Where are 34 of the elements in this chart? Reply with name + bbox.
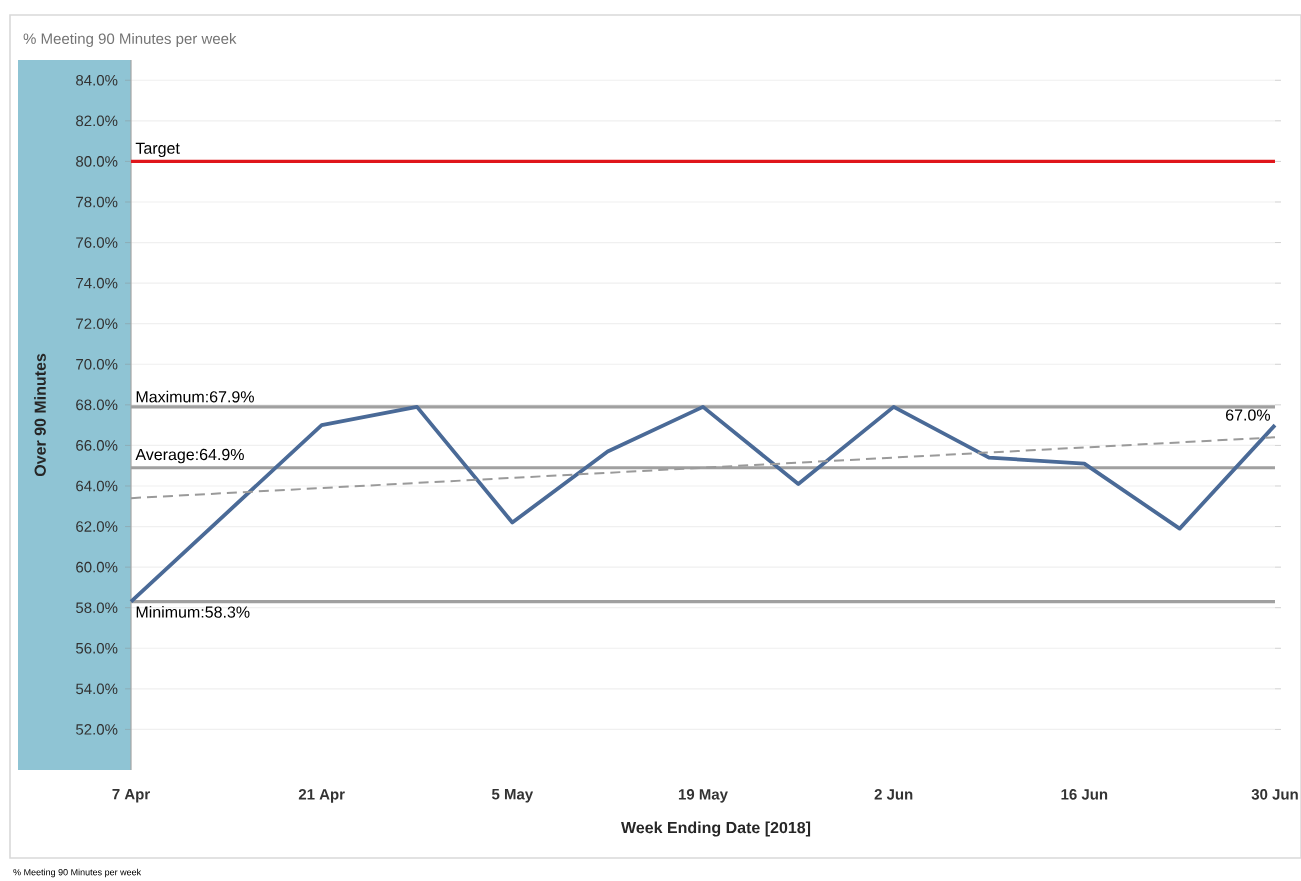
line-series: [129, 404, 1277, 604]
ref-line-label: Minimum:58.3%: [136, 606, 250, 618]
chart-title: % Meeting 90 Minutes per week: [23, 33, 237, 47]
ref-line-label: Maximum:67.9%: [136, 390, 254, 403]
y-tick-label: 56.0%: [76, 642, 118, 654]
y-tick-label: 72.0%: [76, 318, 118, 330]
data-label: 67.0%: [1226, 409, 1270, 421]
y-tick-label: 78.0%: [76, 196, 118, 208]
y-tick-label: 62.0%: [76, 521, 118, 532]
y-tick-label: 84.0%: [76, 74, 118, 86]
x-axis-title: Week Ending Date [2018]: [621, 821, 811, 837]
ref-line-label: Target: [135, 142, 180, 158]
y-tick-label: 82.0%: [76, 115, 118, 127]
ref-line-label: Average:64.9%: [135, 448, 244, 464]
y-tick-label: 64.0%: [76, 480, 118, 492]
x-tick-label: 2 Jun: [874, 789, 913, 800]
x-tick-label: 16 Jun: [1061, 789, 1108, 800]
y-tick-label: 58.0%: [76, 602, 118, 614]
y-tick-label: 54.0%: [76, 683, 118, 695]
x-tick-label: 7 Apr: [112, 789, 150, 803]
x-tick-label: 5 May: [491, 789, 534, 803]
y-tick-label: 60.0%: [76, 561, 118, 573]
y-tick-label: 76.0%: [76, 237, 118, 248]
y-tick-label: 68.0%: [76, 399, 118, 411]
y-tick-label: 74.0%: [76, 277, 118, 289]
y-tick-label: 66.0%: [76, 440, 118, 451]
y-tick-label: 52.0%: [76, 724, 118, 735]
y-tick-label: 70.0%: [76, 358, 118, 370]
y-tick-label: 80.0%: [76, 156, 118, 167]
y-axis-title: Over 90 Minutes: [34, 353, 46, 477]
text: % Meeting 90 Minutes per week: [13, 868, 142, 878]
x-tick-label: 19 May: [678, 789, 728, 803]
x-tick-label: 21 Apr: [298, 789, 345, 803]
x-tick-label: 30 Jun: [1251, 789, 1298, 800]
